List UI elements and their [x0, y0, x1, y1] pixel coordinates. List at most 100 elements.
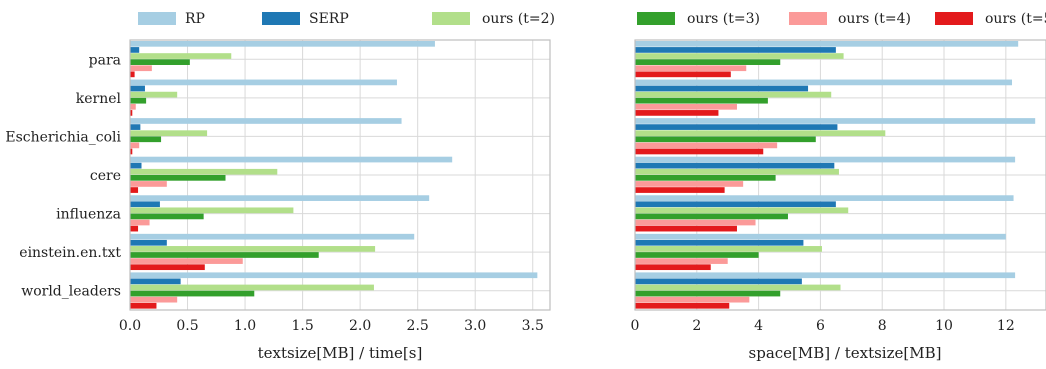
- legend-label-ours-t-4: ours (t=4): [838, 11, 911, 27]
- bar-serp-kernel: [130, 85, 145, 92]
- x-tick-label: 10: [935, 318, 953, 334]
- legend-entry-ours-t-4: ours (t=4): [789, 11, 911, 27]
- bar-ours-t-3-einstein-en-txt: [635, 252, 759, 258]
- bar-ours-t-4-kernel: [130, 103, 136, 110]
- bar-ours-t-3-influenza: [130, 213, 204, 220]
- bar-serp-einstein-en-txt: [130, 239, 167, 246]
- bar-ours-t-5-cere: [130, 187, 139, 193]
- bar-rp-para: [635, 40, 1019, 47]
- bar-rp-kernel: [635, 79, 1013, 86]
- bar-ours-t-2-cere: [130, 168, 278, 175]
- legend-label-rp: RP: [185, 11, 205, 27]
- bar-ours-t-5-kernel: [130, 110, 133, 116]
- bar-serp-cere: [635, 162, 835, 169]
- bar-serp-influenza: [635, 201, 836, 208]
- bar-ours-t-3-influenza: [635, 213, 788, 220]
- category-label-influenza: influenza: [56, 207, 121, 223]
- category-label-para: para: [89, 52, 121, 68]
- bar-ours-t-2-escherichia-coli: [635, 130, 886, 137]
- right-panel-space: 0 2 4 6 8 10 12 space[MB] / textsize[MB]: [631, 39, 1046, 362]
- bar-serp-world-leaders: [635, 278, 802, 285]
- x-tick-label: 0: [631, 318, 640, 334]
- legend-entry-ours-t-3: ours (t=3): [637, 11, 760, 27]
- category-label-world-leaders: world_leaders: [21, 284, 121, 300]
- x-tick-label: 4: [754, 318, 763, 334]
- bar-rp-world-leaders: [635, 272, 1016, 279]
- legend-entry-rp: RP: [138, 11, 205, 27]
- bar-ours-t-3-escherichia-coli: [635, 136, 816, 143]
- plot-frame: [634, 39, 1046, 311]
- legend: RP SERP ours (t=2) ours (t=3) ours (t=4) ours…: [138, 11, 1046, 27]
- legend-swatch-ours-t-2: [432, 12, 470, 25]
- bar-rp-cere: [130, 156, 453, 163]
- category-label-escherichia-coli: Escherichia_coli: [5, 129, 121, 145]
- plot-frame: [129, 39, 551, 311]
- bar-serp-para: [130, 47, 140, 53]
- bar-serp-world-leaders: [130, 278, 181, 285]
- x-axis-label: space[MB] / textsize[MB]: [749, 344, 942, 362]
- bar-ours-t-4-einstein-en-txt: [130, 258, 243, 264]
- x-tick-label: 2: [692, 318, 701, 334]
- bar-serp-escherichia-coli: [635, 124, 838, 130]
- bar-ours-t-3-cere: [130, 175, 226, 181]
- bar-ours-t-3-kernel: [130, 97, 147, 104]
- bar-rp-escherichia-coli: [635, 118, 1036, 124]
- bar-rp-world-leaders: [130, 272, 538, 279]
- bar-ours-t-4-escherichia-coli: [635, 142, 778, 149]
- bar-ours-t-4-world-leaders: [635, 296, 750, 303]
- bar-ours-t-2-einstein-en-txt: [635, 246, 822, 252]
- legend-swatch-ours-t-5: [935, 12, 973, 25]
- bar-ours-t-2-cere: [635, 168, 839, 175]
- bar-ours-t-3-einstein-en-txt: [130, 252, 319, 258]
- bar-ours-t-5-escherichia-coli: [130, 148, 133, 155]
- bar-ours-t-5-influenza: [635, 225, 737, 232]
- legend-label-ours-t-5: ours (t=5): [985, 11, 1046, 27]
- x-tick-label: 0.0: [119, 318, 141, 334]
- bar-ours-t-4-para: [635, 65, 747, 72]
- bar-ours-t-2-world-leaders: [635, 284, 841, 291]
- bar-ours-t-5-cere: [635, 187, 725, 193]
- legend-entry-ours-t-2: ours (t=2): [432, 11, 555, 27]
- bar-ours-t-2-para: [130, 53, 232, 59]
- bar-ours-t-5-influenza: [130, 225, 139, 232]
- bar-ours-t-5-einstein-en-txt: [130, 264, 205, 271]
- bar-serp-influenza: [130, 201, 160, 208]
- x-tick-label: 3.5: [522, 318, 544, 334]
- x-tick-label: 6: [816, 318, 825, 334]
- bar-serp-cere: [130, 162, 142, 169]
- bar-ours-t-3-kernel: [635, 97, 768, 104]
- bar-ours-t-5-world-leaders: [635, 302, 730, 309]
- bar-ours-t-4-influenza: [635, 219, 756, 226]
- bar-rp-cere: [635, 156, 1016, 163]
- bar-ours-t-5-world-leaders: [130, 302, 157, 309]
- bar-ours-t-4-escherichia-coli: [130, 142, 140, 149]
- legend-label-ours-t-3: ours (t=3): [687, 11, 760, 27]
- bar-serp-para: [635, 47, 836, 53]
- bar-ours-t-4-kernel: [635, 103, 737, 110]
- legend-entry-serp: SERP: [262, 11, 349, 27]
- bar-ours-t-4-einstein-en-txt: [635, 258, 728, 264]
- bar-ours-t-2-world-leaders: [130, 284, 374, 291]
- bar-ours-t-5-escherichia-coli: [635, 148, 764, 155]
- x-tick-label: 1.5: [291, 318, 313, 334]
- bar-rp-einstein-en-txt: [130, 233, 415, 240]
- bar-ours-t-5-einstein-en-txt: [635, 264, 711, 271]
- bar-rp-einstein-en-txt: [635, 233, 1006, 240]
- x-tick-label: 2.5: [407, 318, 429, 334]
- bar-ours-t-3-cere: [635, 175, 776, 181]
- legend-swatch-ours-t-3: [637, 12, 675, 25]
- x-tick-label: 0.5: [176, 318, 198, 334]
- bar-rp-influenza: [635, 195, 1014, 201]
- bar-ours-t-2-einstein-en-txt: [130, 246, 376, 252]
- bar-ours-t-4-cere: [130, 181, 167, 187]
- bar-rp-escherichia-coli: [130, 118, 402, 124]
- bar-ours-t-3-escherichia-coli: [130, 136, 162, 143]
- bar-ours-t-5-para: [635, 71, 731, 78]
- bar-ours-t-3-world-leaders: [130, 290, 255, 297]
- bar-ours-t-2-escherichia-coli: [130, 130, 208, 137]
- bar-ours-t-3-para: [130, 59, 190, 65]
- bar-ours-t-4-influenza: [130, 219, 150, 226]
